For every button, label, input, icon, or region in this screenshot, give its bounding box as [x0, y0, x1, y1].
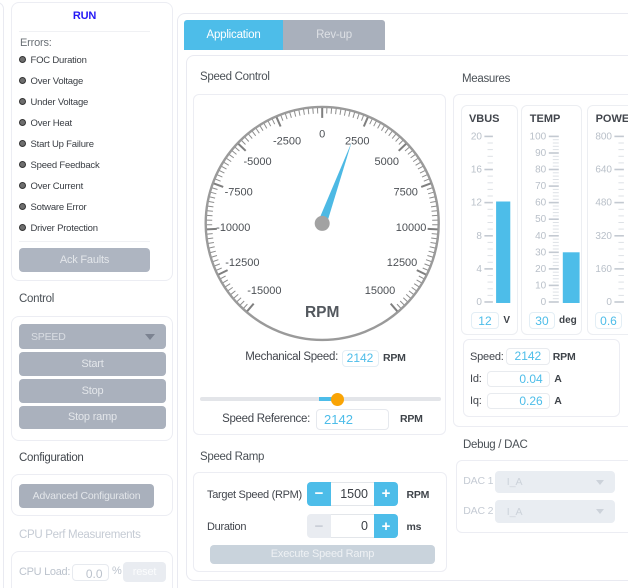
- svg-text:4: 4: [476, 264, 482, 275]
- svg-text:640: 640: [595, 164, 612, 175]
- svg-text:12: 12: [471, 197, 483, 208]
- svg-text:-2500: -2500: [273, 136, 301, 148]
- svg-text:80: 80: [535, 164, 547, 175]
- svg-text:20: 20: [471, 131, 483, 142]
- svg-text:2500: 2500: [345, 136, 369, 148]
- svg-text:320: 320: [595, 231, 612, 242]
- svg-text:7500: 7500: [393, 187, 417, 199]
- svg-text:10000: 10000: [396, 222, 427, 234]
- svg-text:-15000: -15000: [247, 285, 281, 297]
- svg-text:15000: 15000: [365, 285, 396, 297]
- svg-text:POWER: POWER: [596, 113, 628, 125]
- svg-text:12500: 12500: [387, 257, 418, 269]
- svg-text:100: 100: [530, 131, 547, 142]
- svg-text:16: 16: [471, 164, 483, 175]
- svg-text:-10000: -10000: [216, 222, 250, 234]
- svg-text:-12500: -12500: [225, 257, 259, 269]
- svg-text:5000: 5000: [375, 156, 399, 168]
- svg-text:0: 0: [541, 297, 547, 308]
- svg-text:160: 160: [595, 264, 612, 275]
- svg-text:TEMP: TEMP: [530, 113, 561, 125]
- svg-text:60: 60: [535, 197, 547, 208]
- svg-text:RPM: RPM: [305, 304, 339, 321]
- svg-text:50: 50: [535, 214, 547, 225]
- svg-text:-7500: -7500: [225, 187, 253, 199]
- svg-text:0: 0: [606, 297, 612, 308]
- svg-text:70: 70: [535, 181, 547, 192]
- svg-text:10: 10: [535, 280, 547, 291]
- svg-text:8: 8: [476, 231, 482, 242]
- svg-text:VBUS: VBUS: [469, 113, 500, 125]
- svg-text:40: 40: [535, 231, 547, 242]
- svg-text:-5000: -5000: [244, 156, 272, 168]
- svg-text:0: 0: [476, 297, 482, 308]
- svg-text:480: 480: [595, 197, 612, 208]
- svg-text:800: 800: [595, 131, 612, 142]
- svg-text:90: 90: [535, 148, 547, 159]
- svg-text:0: 0: [319, 128, 325, 140]
- svg-text:20: 20: [535, 264, 547, 275]
- svg-text:30: 30: [535, 247, 547, 258]
